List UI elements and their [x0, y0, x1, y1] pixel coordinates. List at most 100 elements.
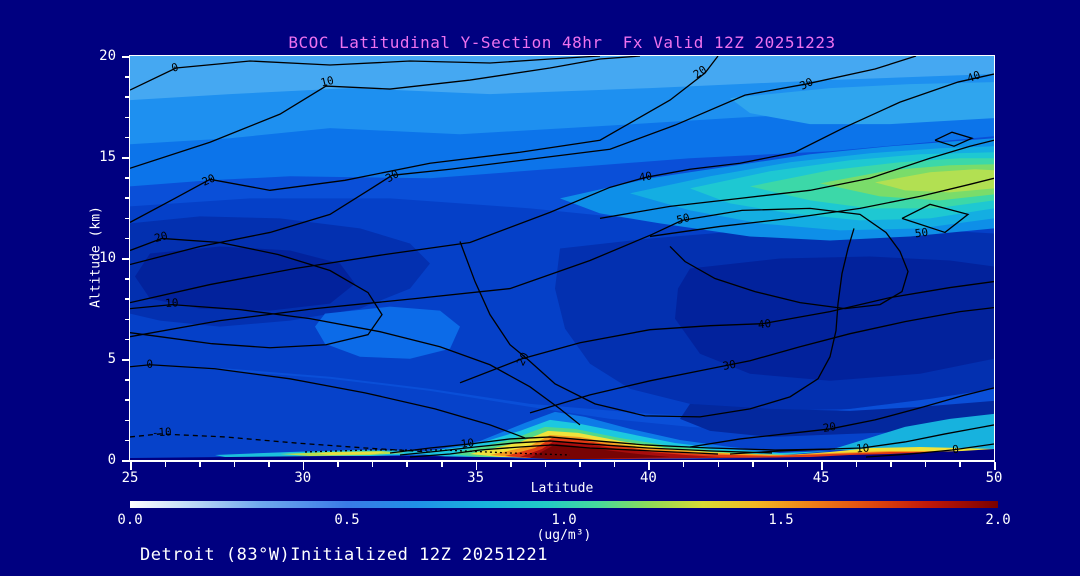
- contour-label: 20: [514, 350, 532, 368]
- x-minor-tick: [199, 462, 201, 467]
- contour-line: [399, 440, 773, 456]
- y-tick-label: 5: [107, 351, 116, 367]
- x-minor-tick: [890, 462, 892, 467]
- y-minor-tick: [125, 197, 129, 199]
- x-minor-tick: [752, 462, 754, 467]
- x-minor-tick: [164, 462, 167, 467]
- contour-line: [729, 424, 994, 455]
- colorbar-tick-label: 1.5: [768, 512, 794, 528]
- contour-line: [130, 56, 601, 91]
- contour-line: [934, 131, 974, 147]
- x-major-tick: [130, 462, 132, 470]
- station-init-label: Detroit (83°W)Initialized 12Z 20251221: [140, 545, 548, 565]
- y-minor-tick: [125, 419, 129, 422]
- x-major-tick: [994, 462, 996, 470]
- contour-label: 10: [165, 296, 179, 310]
- y-minor-tick: [125, 298, 129, 300]
- contour-line: [389, 436, 836, 454]
- x-tick-label: 50: [985, 470, 1003, 486]
- y-minor-tick: [125, 278, 129, 280]
- fill-contour-region: [315, 451, 385, 455]
- contour-label: 40: [965, 68, 982, 85]
- contour-line: [130, 56, 917, 266]
- x-axis-tick-labels: 25 30 35 40 45 50: [122, 470, 1003, 486]
- x-minor-tick: [959, 462, 961, 467]
- colorbar-tick-label: 0.5: [334, 512, 360, 528]
- y-tick-label: 15: [99, 149, 116, 165]
- y-major-tick: [122, 157, 129, 159]
- contour-line: [130, 303, 581, 426]
- contour-label: 0: [951, 443, 959, 457]
- x-minor-tick: [406, 462, 408, 467]
- y-minor-tick: [125, 96, 129, 98]
- contour-line: [130, 207, 909, 338]
- x-major-tick: [648, 462, 650, 470]
- y-major-tick: [122, 460, 129, 462]
- y-minor-tick: [125, 136, 129, 139]
- x-minor-tick: [682, 462, 685, 467]
- chart-title: BCOC Latitudinal Y-Section 48hr Fx Valid…: [288, 33, 836, 52]
- y-minor-tick: [125, 318, 129, 321]
- contour-label: 30: [798, 75, 816, 93]
- y-tick-label: 10: [99, 250, 116, 266]
- y-minor-tick: [125, 399, 129, 401]
- contour-line: [304, 449, 571, 456]
- y-axis-tick-labels: 0 5 10 15 20: [84, 48, 116, 468]
- x-major-tick: [821, 462, 823, 470]
- y-minor-tick: [125, 116, 129, 119]
- colorbar: [130, 501, 998, 508]
- x-minor-tick: [613, 462, 616, 467]
- contour-label: 20: [200, 171, 217, 188]
- y-minor-tick: [125, 76, 129, 78]
- x-minor-tick: [233, 462, 236, 467]
- y-minor-tick: [125, 177, 129, 179]
- fill-contour-region: [130, 448, 994, 460]
- contour-line: [130, 56, 719, 223]
- contour-field: 0 10 20 20 30 30 40 40 50 50 40 30 20 20 10 0 10 0 -10 20 10: [130, 56, 994, 460]
- x-minor-tick: [371, 462, 374, 467]
- contour-label: 50: [675, 211, 691, 227]
- colorbar-tick-label: 1.0: [551, 512, 577, 528]
- x-minor-tick: [717, 462, 720, 467]
- y-minor-tick: [125, 217, 129, 220]
- contour-line: [865, 443, 994, 458]
- contour-label: 30: [383, 167, 401, 185]
- colorbar-units-label: (ug/m³): [536, 528, 592, 543]
- fill-contour-region: [315, 306, 460, 359]
- x-minor-tick: [579, 462, 581, 467]
- y-minor-tick: [125, 439, 129, 442]
- contour-line: [130, 364, 526, 439]
- contour-line: [130, 56, 641, 169]
- y-minor-tick: [125, 237, 129, 240]
- contour-line: [130, 433, 431, 453]
- contour-label: 20: [153, 229, 169, 245]
- contour-label: 0: [146, 358, 153, 371]
- contour-label: 50: [914, 226, 929, 241]
- contour-line: [130, 237, 383, 349]
- contour-line: [599, 139, 994, 220]
- contour-label: 40: [757, 317, 772, 332]
- fill-contour-region: [830, 413, 994, 451]
- y-major-tick: [122, 359, 129, 361]
- contour-line: [529, 306, 994, 414]
- x-minor-tick: [337, 462, 339, 467]
- contour-line: [649, 177, 994, 238]
- y-tick-label: 0: [107, 452, 116, 468]
- y-major-tick: [122, 56, 129, 58]
- colorbar-tick-label: 0.0: [117, 512, 143, 528]
- x-minor-tick: [441, 462, 443, 467]
- contour-label: 30: [722, 358, 737, 373]
- contour-line: [459, 280, 994, 384]
- x-tick-label: 40: [639, 470, 657, 486]
- contour-label: 20: [691, 63, 709, 81]
- x-minor-tick: [786, 462, 789, 467]
- fill-contour-region: [130, 56, 994, 101]
- contour-line: [689, 387, 994, 448]
- y-minor-tick: [125, 338, 129, 341]
- contour-line: [130, 73, 994, 304]
- x-minor-tick: [268, 462, 270, 467]
- x-tick-label: 25: [121, 470, 139, 486]
- x-minor-tick: [544, 462, 547, 467]
- x-minor-tick: [924, 462, 927, 467]
